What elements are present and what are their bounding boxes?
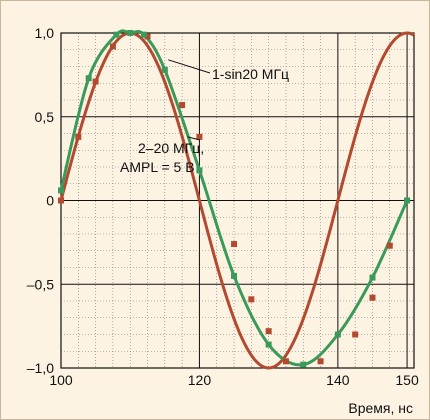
- series-1-point: [282, 358, 289, 365]
- series-1-line: [59, 31, 415, 370]
- series-2-point: [58, 187, 64, 194]
- y-tick-label: 0,5: [35, 109, 55, 125]
- series-2-leader-line: [187, 136, 201, 141]
- series-1-point: [317, 358, 324, 365]
- series-1-point: [265, 328, 272, 335]
- series-1-markers: [58, 33, 411, 365]
- series-1-point: [58, 197, 64, 204]
- series-2-annotation-line1: 2–20 МГц,: [138, 140, 204, 156]
- series-1-point: [92, 78, 99, 85]
- series-2-point: [265, 341, 272, 348]
- series-2-point: [113, 31, 120, 38]
- series-1-point: [231, 241, 238, 248]
- series-2-point: [196, 167, 203, 174]
- series-1-point: [179, 102, 186, 109]
- y-tick-label: 1,0: [35, 25, 55, 41]
- series-1-point: [144, 33, 151, 40]
- series-2-point: [85, 75, 92, 82]
- x-tick-label: 140: [326, 372, 350, 388]
- x-axis-tick-labels: 100 120 140 150: [49, 372, 419, 388]
- series-2-point: [369, 274, 376, 281]
- x-tick-label: 120: [188, 372, 212, 388]
- x-axis-label: Время, нс: [348, 400, 413, 416]
- series-2-point: [334, 331, 341, 338]
- series-1-leader-line: [168, 59, 211, 74]
- y-axis-tick-labels: 1,0 0,5 0 –0,5 –1,0: [27, 25, 54, 376]
- series-2-point: [161, 66, 168, 73]
- y-tick-label: –1,0: [27, 360, 54, 376]
- series-1-point: [109, 43, 116, 50]
- series-1-point: [386, 242, 393, 249]
- series-1-point: [369, 294, 376, 301]
- series-1-point: [75, 133, 82, 140]
- series-1-point: [248, 296, 255, 303]
- y-tick-label: 0: [46, 193, 54, 209]
- series-2-point: [127, 30, 134, 36]
- series-2-point: [300, 361, 307, 368]
- series-1-point: [196, 133, 203, 140]
- series-1-point: [352, 331, 359, 338]
- y-tick-label: –0,5: [27, 276, 54, 292]
- series-1-annotation: 1-sin20 МГц: [212, 66, 289, 82]
- series-2-point: [404, 197, 411, 204]
- x-tick-label: 100: [49, 372, 73, 388]
- series-2-point: [231, 272, 238, 279]
- series-2-point: [141, 31, 148, 38]
- series-2-annotation-line2: AMPL = 5 В: [120, 159, 195, 175]
- series-2-markers: [58, 30, 411, 368]
- x-tick-label: 150: [395, 372, 419, 388]
